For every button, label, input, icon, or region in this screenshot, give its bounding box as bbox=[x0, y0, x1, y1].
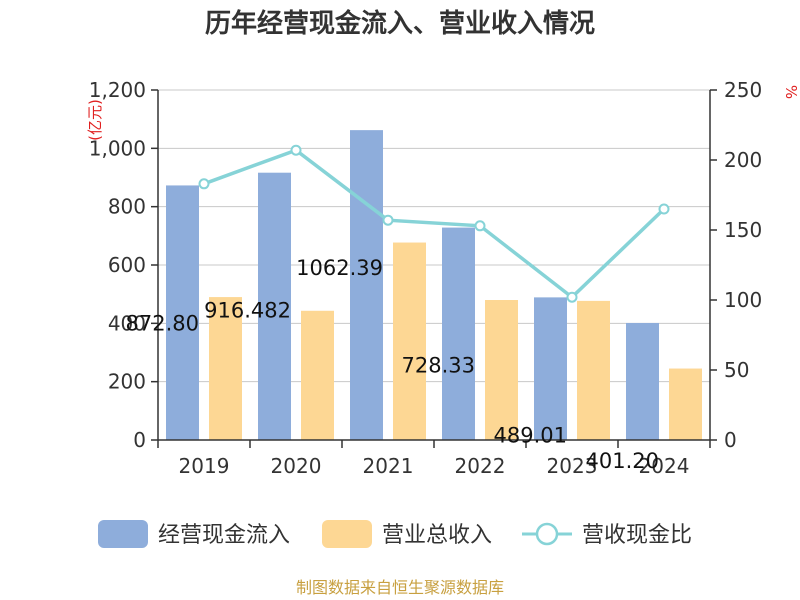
ratio-point bbox=[290, 144, 302, 156]
legend: 经营现金流入 营业总收入 营收现金比 bbox=[98, 520, 692, 548]
chart-title: 历年经营现金流入、营业收入情况 bbox=[205, 8, 595, 39]
ratio-point bbox=[382, 214, 394, 226]
bar-revenue bbox=[393, 242, 426, 440]
x-tick-label: 2021 bbox=[363, 454, 414, 478]
y-right-tick-label: 200 bbox=[724, 148, 762, 172]
bar-revenue bbox=[301, 310, 334, 440]
bars-layer bbox=[166, 130, 702, 441]
ratio-point bbox=[658, 203, 670, 215]
bar-cash-inflow bbox=[258, 172, 291, 440]
y-right-tick-label: 50 bbox=[724, 358, 749, 382]
bar-data-label: 872.80 bbox=[126, 311, 199, 335]
left-axis-unit: (亿元) bbox=[86, 99, 104, 141]
bar-data-label: 1062.39 bbox=[296, 256, 383, 280]
y-right-tick-label: 0 bbox=[724, 428, 737, 452]
y-right-tick-label: 250 bbox=[724, 78, 762, 102]
bar-revenue bbox=[577, 300, 610, 440]
bar-revenue bbox=[485, 300, 518, 440]
line-layer bbox=[198, 144, 670, 303]
y-left-tick-label: 200 bbox=[108, 370, 146, 394]
x-tick-label: 2024 bbox=[639, 454, 690, 478]
bar-data-label: 916.482 bbox=[204, 299, 291, 323]
x-tick-label: 2022 bbox=[455, 454, 506, 478]
y-right-tick-label: 100 bbox=[724, 288, 762, 312]
bar-data-label: 401.20 bbox=[586, 449, 659, 473]
ratio-point bbox=[474, 220, 486, 232]
bar-data-label: 489.01 bbox=[494, 423, 567, 447]
x-tick-label: 2019 bbox=[179, 454, 230, 478]
bar-cash-inflow bbox=[626, 322, 659, 440]
y-left-tick-label: 400 bbox=[108, 311, 146, 335]
legend-swatch-ratio-marker bbox=[535, 522, 559, 546]
source-note: 制图数据来自恒生聚源数据库 bbox=[296, 578, 504, 597]
legend-label-ratio: 营收现金比 bbox=[582, 523, 692, 548]
x-tick-label: 2023 bbox=[547, 454, 598, 478]
y-left-tick-label: 0 bbox=[133, 428, 146, 452]
y-left-tick-label: 1,200 bbox=[89, 78, 146, 102]
axes-layer: 0 200 400 600 800 1,000 1,200 0 50 100 150 200 250 20… bbox=[89, 78, 762, 478]
gridlines bbox=[158, 89, 710, 383]
y-left-tick-label: 600 bbox=[108, 253, 146, 277]
x-tick-label: 2020 bbox=[271, 454, 322, 478]
legend-label-cash-inflow: 经营现金流入 bbox=[158, 523, 290, 548]
y-left-tick-label: 1,000 bbox=[89, 136, 146, 160]
y-right-tick-label: 150 bbox=[724, 218, 762, 242]
bar-revenue bbox=[669, 368, 702, 440]
legend-swatch-revenue bbox=[322, 520, 372, 548]
right-axis-unit: % bbox=[782, 85, 800, 99]
bar-cash-inflow bbox=[442, 227, 475, 440]
bar-cash-inflow bbox=[350, 130, 383, 441]
ratio-point bbox=[566, 291, 578, 303]
ratio-line bbox=[203, 148, 666, 300]
legend-label-revenue: 营业总收入 bbox=[382, 523, 492, 548]
ratio-point bbox=[198, 178, 210, 190]
bar-data-label: 728.33 bbox=[402, 354, 475, 378]
bar-revenue bbox=[209, 297, 242, 440]
bar-cash-inflow bbox=[534, 297, 567, 440]
legend-swatch-cash-inflow bbox=[98, 520, 148, 548]
bar-cash-inflow bbox=[166, 185, 199, 440]
y-left-tick-label: 800 bbox=[108, 195, 146, 219]
